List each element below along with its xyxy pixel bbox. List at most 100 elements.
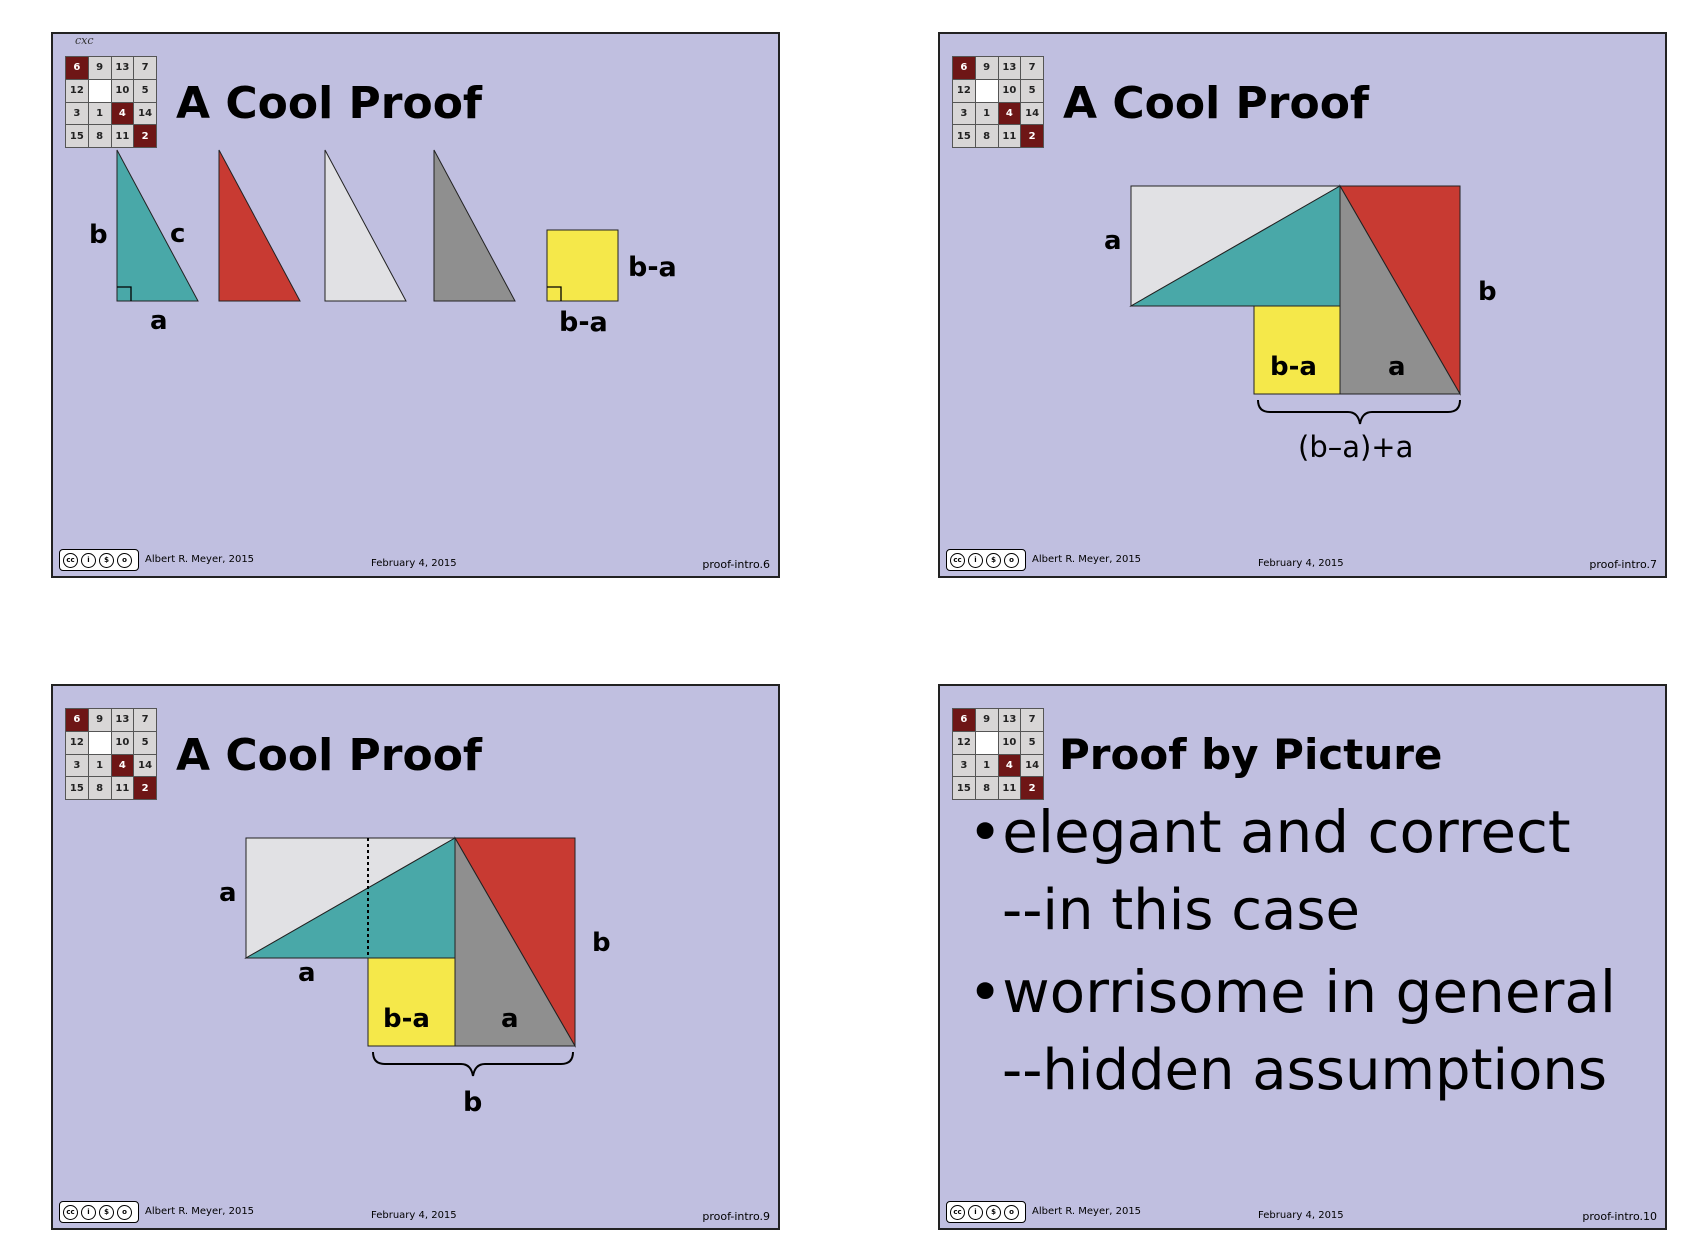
slide-title: A Cool Proof <box>1063 78 1370 129</box>
puzzle-tile: 12 <box>66 79 88 102</box>
slide-footer: cc i $ o Albert R. Meyer, 2015 February 4, … <box>940 546 1665 576</box>
puzzle-tile: 15 <box>953 777 975 799</box>
puzzle-tile: 11 <box>998 777 1021 799</box>
cc-license-icon: $ <box>986 552 1001 568</box>
teal-triangle <box>116 149 199 302</box>
bullet-1-text: elegant and correct <box>1002 798 1571 866</box>
footer-slide-id: proof-intro.7 <box>1589 558 1657 571</box>
rearranged-figure: a b b-a a (b–a)+a <box>1104 184 1497 464</box>
label-a-left: a <box>219 878 237 908</box>
cc-license-icon: cc <box>63 1204 78 1220</box>
yellow-square <box>546 229 619 302</box>
slide-proof-intro-6: cxc 6 9 13 7 12 10 5 3 1 4 14 15 8 11 2 A Cool Proof b… <box>51 32 780 578</box>
puzzle-tile: 12 <box>953 79 975 102</box>
puzzle-tile: 13 <box>998 57 1021 79</box>
puzzle-tile: 13 <box>111 57 134 79</box>
cc-license-icon: i <box>81 1204 96 1220</box>
slide-footer: cc i $ o Albert R. Meyer, 2015 February 4, … <box>53 1198 778 1228</box>
sub-bullet-1: --in this case <box>1002 878 1360 943</box>
puzzle-tile: 5 <box>1021 79 1043 102</box>
puzzle-tile: 2 <box>134 777 156 799</box>
puzzle-tile: 4 <box>998 754 1021 777</box>
footer-author: Albert R. Meyer, 2015 <box>1032 1206 1142 1217</box>
gray-triangle <box>1339 184 1461 395</box>
slide-footer: cc i $ o Albert R. Meyer, 2015 February 4, … <box>53 546 778 576</box>
puzzle-tile: 4 <box>111 754 134 777</box>
slide-title: Proof by Picture <box>1059 730 1443 779</box>
puzzle-tile: 4 <box>111 102 134 125</box>
slide-proof-intro-10: 6 9 13 7 12 10 5 3 1 4 14 15 8 11 2 Proof by Picture •… <box>938 684 1667 1230</box>
label-a-under: a <box>298 958 316 988</box>
bullet-1: •elegant and correct <box>968 798 1571 866</box>
footer-author: Albert R. Meyer, 2015 <box>145 554 255 565</box>
cc-license-icon: o <box>117 552 132 568</box>
label-gray-a: a <box>1388 352 1406 382</box>
gray-triangle <box>454 836 576 1047</box>
cc-license-icon: $ <box>99 1204 114 1220</box>
label-square-b-minus-a: b-a <box>383 1004 430 1034</box>
slide-title: A Cool Proof <box>176 78 483 129</box>
fifteen-puzzle-logo: 6 9 13 7 12 10 5 3 1 4 14 15 8 11 2 <box>65 708 157 800</box>
puzzle-tile: 11 <box>998 125 1021 147</box>
curly-brace <box>372 1051 574 1077</box>
creative-commons-badge: cc i $ o <box>59 1201 139 1223</box>
puzzle-tile: 10 <box>111 79 134 102</box>
puzzle-tile: 14 <box>1021 754 1043 777</box>
puzzle-tile: 1 <box>88 754 111 777</box>
puzzle-tile: 6 <box>66 709 88 731</box>
label-square-b-minus-a: b-a <box>1270 352 1317 382</box>
label-b-right: b <box>592 928 611 958</box>
gray-triangle <box>433 149 516 302</box>
cc-license-icon: $ <box>986 1204 1001 1220</box>
footer-slide-id: proof-intro.10 <box>1582 1210 1657 1223</box>
rearranged-figure: a a b b-a a b <box>219 836 611 1118</box>
puzzle-tile: 3 <box>66 102 88 125</box>
puzzle-tile: 1 <box>975 102 998 125</box>
puzzle-tile: 11 <box>111 777 134 799</box>
puzzle-tile: 14 <box>1021 102 1043 125</box>
corner-note: cxc <box>75 34 94 47</box>
footer-date: February 4, 2015 <box>371 558 457 569</box>
footer-date: February 4, 2015 <box>371 1210 457 1221</box>
puzzle-tile: 11 <box>111 125 134 147</box>
puzzle-tile: 15 <box>66 777 88 799</box>
puzzle-tile: 7 <box>1021 709 1043 731</box>
puzzle-tile: 6 <box>953 709 975 731</box>
cc-license-icon: o <box>1004 552 1019 568</box>
square-corner-mark <box>547 286 562 301</box>
cc-license-icon: $ <box>99 552 114 568</box>
puzzle-tile: 10 <box>998 731 1021 754</box>
label-c: c <box>170 219 185 249</box>
puzzle-tile: 14 <box>134 102 156 125</box>
puzzle-tile: 5 <box>134 79 156 102</box>
puzzle-tile: 9 <box>88 57 111 79</box>
puzzle-tile: 2 <box>134 125 156 147</box>
slide-proof-intro-9: 6 9 13 7 12 10 5 3 1 4 14 15 8 11 2 A Cool Proof a a b… <box>51 684 780 1230</box>
triangles-figure: b c a b-a b-a <box>89 149 677 338</box>
footer-author: Albert R. Meyer, 2015 <box>1032 554 1142 565</box>
puzzle-empty-tile <box>975 731 998 754</box>
puzzle-tile: 7 <box>134 709 156 731</box>
puzzle-tile: 2 <box>1021 125 1043 147</box>
puzzle-tile: 8 <box>975 125 998 147</box>
puzzle-tile: 15 <box>66 125 88 147</box>
bullet-2-text: worrisome in general <box>1002 958 1617 1026</box>
label-bottom-b-minus-a: b-a <box>559 307 608 338</box>
label-a: a <box>1104 226 1122 256</box>
curly-brace <box>1257 399 1461 425</box>
puzzle-tile: 9 <box>975 709 998 731</box>
puzzle-empty-tile <box>88 79 111 102</box>
fifteen-puzzle-logo: 6 9 13 7 12 10 5 3 1 4 14 15 8 11 2 <box>952 56 1044 148</box>
puzzle-tile: 6 <box>66 57 88 79</box>
puzzle-tile: 2 <box>1021 777 1043 799</box>
footer-slide-id: proof-intro.9 <box>702 1210 770 1223</box>
puzzle-tile: 9 <box>975 57 998 79</box>
puzzle-tile: 12 <box>66 731 88 754</box>
label-b: b <box>89 220 108 250</box>
puzzle-tile: 3 <box>953 102 975 125</box>
puzzle-tile: 4 <box>998 102 1021 125</box>
cc-license-icon: i <box>81 552 96 568</box>
puzzle-tile: 9 <box>88 709 111 731</box>
cc-license-icon: cc <box>950 1204 965 1220</box>
label-b: b <box>1478 277 1497 307</box>
